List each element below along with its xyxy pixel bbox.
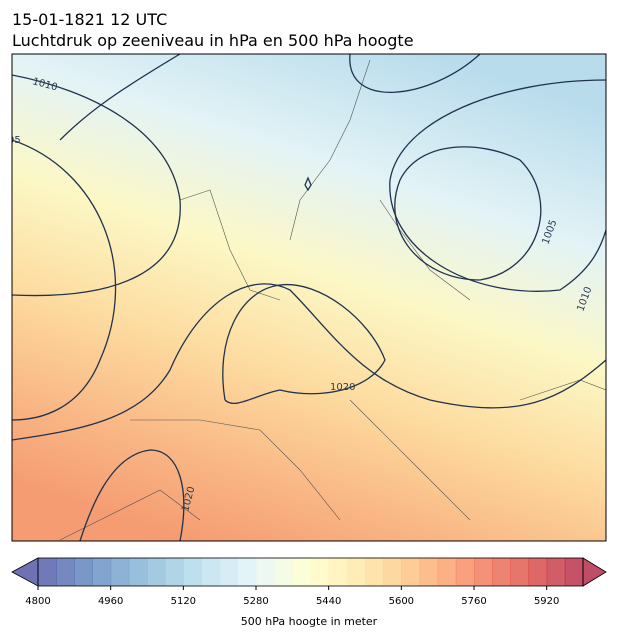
colorbar-cell xyxy=(219,558,239,586)
colorbar-cell xyxy=(237,558,257,586)
colorbar-cell xyxy=(383,558,402,586)
colorbar-cell xyxy=(310,558,330,586)
colorbar-cell xyxy=(183,558,202,586)
isobar xyxy=(12,74,181,297)
colorbar-cell xyxy=(528,558,548,586)
colorbar-cell xyxy=(38,558,57,586)
colorbar-cell xyxy=(437,558,457,586)
colorbar-cell xyxy=(92,558,112,586)
map-area: 1010 05 1005 1010 1020 1020 xyxy=(8,54,606,541)
colorbar-cell xyxy=(201,558,221,586)
colorbar-frame xyxy=(37,557,584,587)
colorbar-cell xyxy=(328,558,348,586)
isobar xyxy=(59,54,181,141)
colorbar-tick-label: 5440 xyxy=(316,596,341,607)
isobar xyxy=(394,146,542,281)
colorbar-tick-label: 5920 xyxy=(534,596,559,607)
isobar xyxy=(389,79,606,292)
colorbar-label: 500 hPa hoogte in meter xyxy=(241,615,378,628)
colorbar-cell xyxy=(546,558,566,586)
colorbar-cell xyxy=(256,558,275,586)
colorbar-cell xyxy=(401,558,420,586)
colorbar-cell xyxy=(346,558,366,586)
map-background xyxy=(12,54,606,541)
colorbar-cell xyxy=(110,558,130,586)
isobar xyxy=(12,139,117,421)
colorbar-cell xyxy=(419,558,439,586)
coastline xyxy=(59,59,606,541)
colorbar-cell xyxy=(292,558,311,586)
contour-label: 05 xyxy=(8,135,21,146)
colorbar-cell xyxy=(147,558,166,586)
isobar xyxy=(79,449,185,541)
isobar xyxy=(304,176,312,192)
colorbar-extend xyxy=(582,557,607,587)
colorbar-tick-label: 4800 xyxy=(25,596,50,607)
colorbar-tick-label: 5280 xyxy=(243,596,268,607)
colorbar-extend xyxy=(11,557,39,587)
colorbar-tick-label: 5120 xyxy=(171,596,196,607)
colorbar-cell xyxy=(74,558,93,586)
colorbar-cell xyxy=(274,558,293,586)
title: 15-01-1821 12 UTC xyxy=(12,10,167,29)
map-frame xyxy=(11,53,607,542)
colorbar-cell xyxy=(474,558,493,586)
colorbar-cell xyxy=(510,558,529,586)
isobar xyxy=(12,283,606,441)
colorbar-cell xyxy=(564,558,584,586)
colorbar-cell xyxy=(165,558,184,586)
colorbar-cell xyxy=(56,558,75,586)
colorbar-cell xyxy=(455,558,475,586)
colorbar: 4800 4960 5120 5280 5440 5600 5760 5920 xyxy=(11,557,607,607)
contour-label: 1020 xyxy=(330,382,355,393)
colorbar-cell xyxy=(365,558,384,586)
isobar xyxy=(349,54,481,93)
colorbar-cell xyxy=(492,558,511,586)
colorbar-tick-label: 5600 xyxy=(389,596,414,607)
subtitle: Luchtdruk op zeeniveau in hPa en 500 hPa… xyxy=(12,31,414,50)
isobar xyxy=(222,283,386,404)
colorbar-tick-label: 5760 xyxy=(461,596,486,607)
colorbar-tick-label: 4960 xyxy=(98,596,123,607)
colorbar-cell xyxy=(128,558,148,586)
